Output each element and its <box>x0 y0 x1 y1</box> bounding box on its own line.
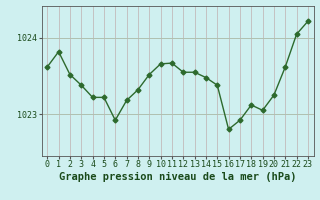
X-axis label: Graphe pression niveau de la mer (hPa): Graphe pression niveau de la mer (hPa) <box>59 172 296 182</box>
